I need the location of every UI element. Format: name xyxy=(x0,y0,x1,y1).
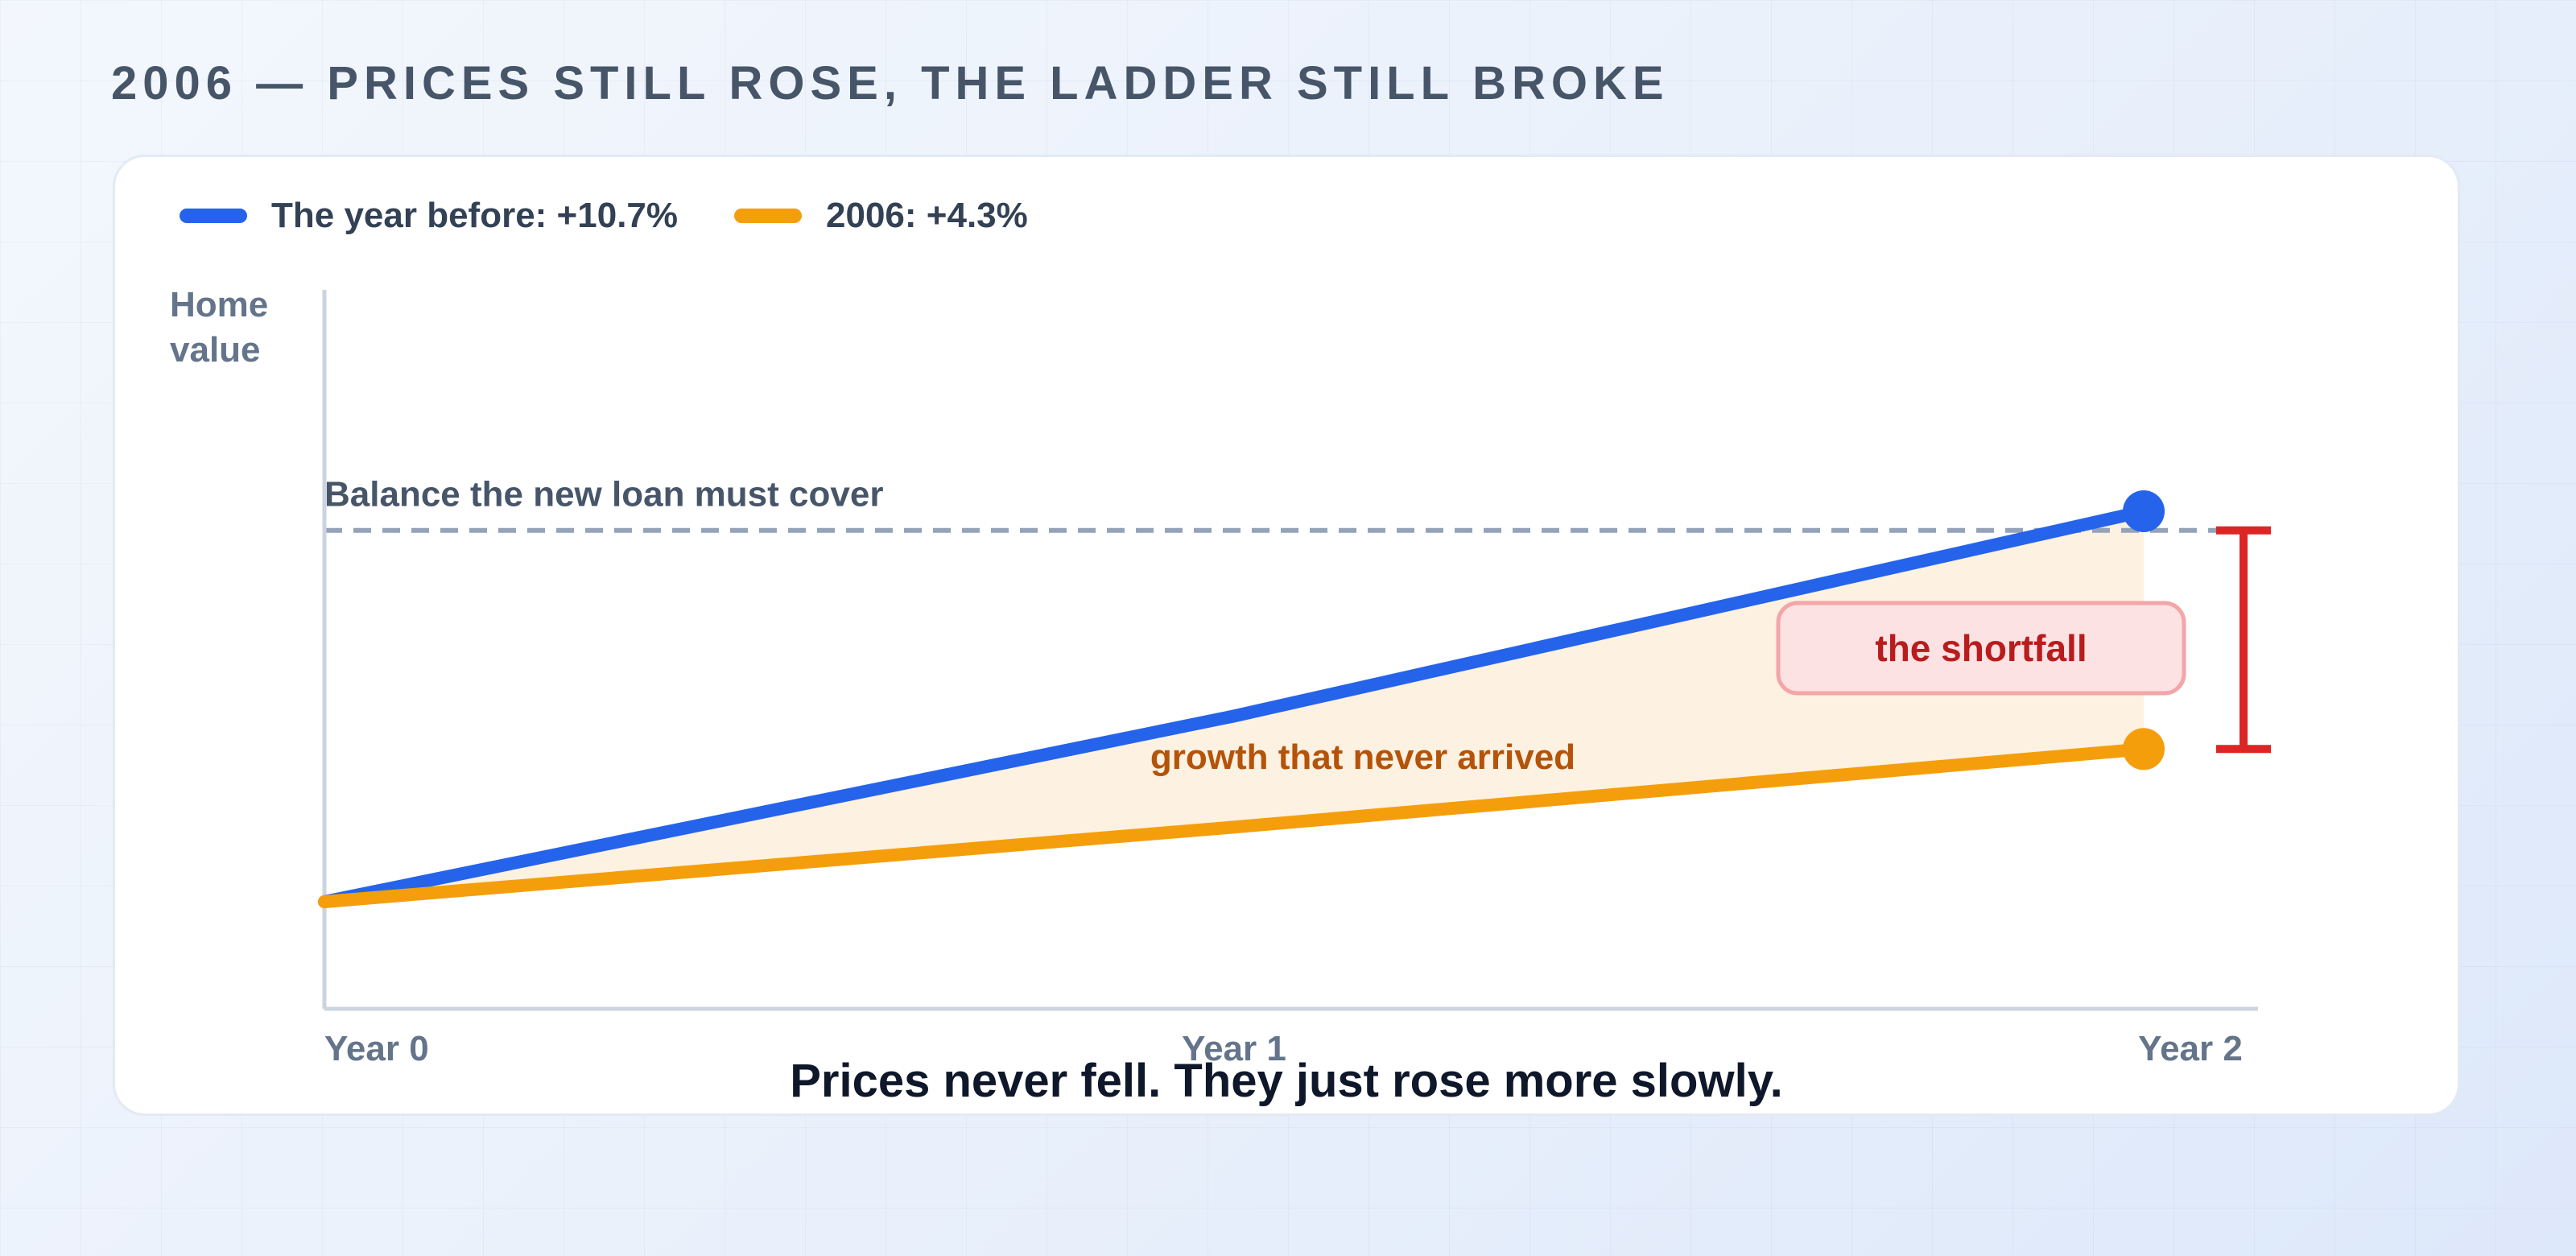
page-title: 2006 — PRICES STILL ROSE, THE LADDER STI… xyxy=(111,57,1670,109)
legend-swatch-before xyxy=(180,209,247,223)
legend-item-before: The year before: +10.7% xyxy=(180,196,678,236)
legend-swatch-2006 xyxy=(734,209,803,223)
series-line-2006 xyxy=(318,742,2150,908)
end-point-before xyxy=(2123,490,2165,532)
shortfall-label: the shortfall xyxy=(1875,627,2087,669)
x-tick-label-2: Year 2 xyxy=(2138,1029,2243,1068)
series-line-before xyxy=(318,505,2150,908)
y-axis-label-line-1: Home xyxy=(170,285,268,324)
x-tick-labels: Year 0 Year 1 Year 2 xyxy=(324,1029,2243,1068)
x-tick-label-0: Year 0 xyxy=(324,1029,429,1068)
legend-label-2006: 2006: +4.3% xyxy=(826,196,1028,235)
gap-annotation-label: growth that never arrived xyxy=(1150,737,1575,777)
x-tick-label-1: Year 1 xyxy=(1182,1029,1286,1068)
chart-subtitle: Prices never fell. They just rose more s… xyxy=(790,1055,1783,1107)
y-axis-label-line-2: value xyxy=(170,330,261,370)
chart-area: Home value Balance the new loan must cov… xyxy=(170,285,2271,1068)
reference-line-label: Balance the new loan must cover xyxy=(324,475,883,514)
end-point-2006 xyxy=(2123,728,2165,771)
legend-item-2006: 2006: +4.3% xyxy=(734,196,1028,236)
legend: The year before: +10.7% 2006: +4.3% xyxy=(180,196,1028,236)
shortfall-label-box xyxy=(1776,601,2186,696)
legend-label-before: The year before: +10.7% xyxy=(271,196,679,235)
chart-card: The year before: +10.7% 2006: +4.3% Home… xyxy=(113,155,2460,1116)
